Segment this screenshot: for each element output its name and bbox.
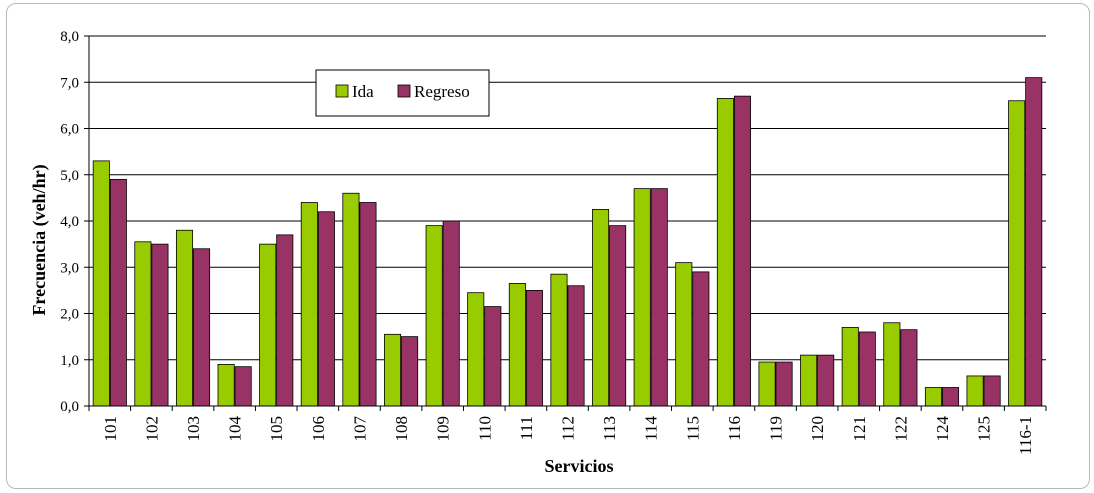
y-tick-label: 1,0: [60, 353, 79, 369]
x-tick-label: 112: [559, 416, 578, 441]
y-tick-label: 3,0: [60, 260, 79, 276]
y-tick-label: 8,0: [60, 29, 79, 45]
bar-ida-105: [259, 243, 277, 407]
bar-regreso-102: [151, 243, 169, 407]
y-tick-labels: 0,0 1,0 2,0 3,0 4,0 5,0 6,0 7,0 8,0: [60, 29, 79, 415]
x-tick-label: 107: [350, 416, 369, 442]
bar-regreso-124: [941, 387, 960, 407]
bars: [92, 77, 1043, 407]
bar-regreso-122: [900, 329, 918, 407]
bar-ida-107: [342, 192, 360, 407]
x-tick-label: 125: [975, 416, 994, 442]
x-tick-label: 115: [683, 416, 702, 441]
y-tick-label: 7,0: [60, 75, 79, 91]
x-tick-label: 116-1: [1016, 416, 1035, 455]
x-tick-label: 110: [475, 416, 494, 441]
legend-swatch-ida: [335, 84, 349, 98]
bar-regreso-125: [983, 375, 1001, 407]
bar-ida-106: [300, 202, 318, 407]
y-axis-title: Frecuencia (veh/hr): [29, 164, 50, 315]
bar-regreso-105: [276, 234, 294, 407]
bar-ida-120: [800, 354, 818, 407]
bar-ida-111: [508, 283, 526, 407]
bar-ida-109: [425, 225, 443, 407]
bar-ida-125: [966, 375, 984, 407]
x-tick-label: 114: [642, 416, 661, 441]
bar-regreso-114: [650, 188, 668, 407]
x-tick-label: 122: [891, 416, 910, 442]
bar-ida-112: [550, 273, 568, 407]
x-tick-label: 120: [808, 416, 827, 442]
x-tick-label: 105: [267, 416, 286, 442]
y-tick-label: 5,0: [60, 168, 79, 184]
x-tick-label: 108: [392, 416, 411, 442]
y-tick-label: 6,0: [60, 122, 79, 138]
bar-regreso-112: [567, 285, 585, 407]
x-tick-label: 101: [101, 416, 120, 442]
gridlines: [89, 35, 1046, 361]
bar-regreso-121: [858, 331, 876, 407]
x-tick-label: 121: [850, 416, 869, 442]
legend: Ida Regreso: [315, 69, 490, 117]
bar-ida-110: [467, 292, 485, 407]
bar-ida-104: [217, 363, 235, 407]
legend-swatch-regreso: [397, 84, 411, 98]
bar-regreso-116-1: [1025, 77, 1043, 407]
bar-regreso-119: [775, 361, 793, 407]
bar-ida-124: [924, 387, 942, 407]
bar-regreso-115: [692, 271, 710, 407]
x-tick-label: 102: [142, 416, 161, 442]
x-tick-label: 124: [933, 416, 952, 442]
bar-regreso-104: [234, 366, 252, 407]
x-tick-label: 119: [767, 416, 786, 441]
bar-regreso-106: [317, 211, 335, 407]
legend-label-regreso: Regreso: [414, 82, 470, 101]
bar-ida-113: [592, 209, 610, 407]
bar-ida-122: [883, 322, 901, 407]
bar-ida-102: [134, 241, 152, 407]
bar-ida-103: [175, 229, 194, 407]
x-tick-label: 109: [434, 416, 453, 442]
bar-regreso-110: [484, 306, 502, 407]
bar-regreso-111: [525, 289, 543, 407]
bar-regreso-107: [359, 202, 377, 407]
x-tick-label: 103: [184, 416, 203, 442]
bar-regreso-116: [733, 95, 751, 407]
x-tick-labels: 101 102 103 104 105 106 107 108 109 110 111 112 113 1…: [101, 416, 1035, 456]
bar-regreso-120: [817, 354, 835, 407]
bar-ida-121: [841, 326, 859, 407]
x-tick-label: 104: [226, 416, 245, 442]
y-tick-label: 0,0: [60, 399, 79, 415]
bar-regreso-101: [109, 178, 127, 407]
bar-regreso-108: [401, 336, 419, 407]
x-tick-label: 111: [517, 416, 536, 440]
bar-ida-119: [758, 361, 776, 407]
x-tick-label: 113: [600, 416, 619, 441]
bar-ida-101: [92, 160, 110, 407]
x-tick-label: 116: [725, 416, 744, 441]
bar-ida-116: [716, 98, 734, 407]
y-tick-label: 4,0: [60, 214, 79, 230]
x-tick-label: 106: [309, 416, 328, 442]
bar-ida-108: [384, 333, 402, 407]
axes: [84, 35, 1047, 411]
y-tick-label: 2,0: [60, 307, 79, 323]
legend-label-ida: Ida: [352, 82, 374, 101]
bar-ida-116-1: [1008, 100, 1026, 407]
bar-regreso-109: [442, 220, 460, 407]
x-axis-title: Servicios: [545, 456, 614, 476]
bar-ida-114: [633, 188, 651, 407]
bar-regreso-103: [193, 248, 211, 407]
bar-ida-115: [675, 262, 693, 407]
bar-regreso-113: [609, 225, 627, 407]
